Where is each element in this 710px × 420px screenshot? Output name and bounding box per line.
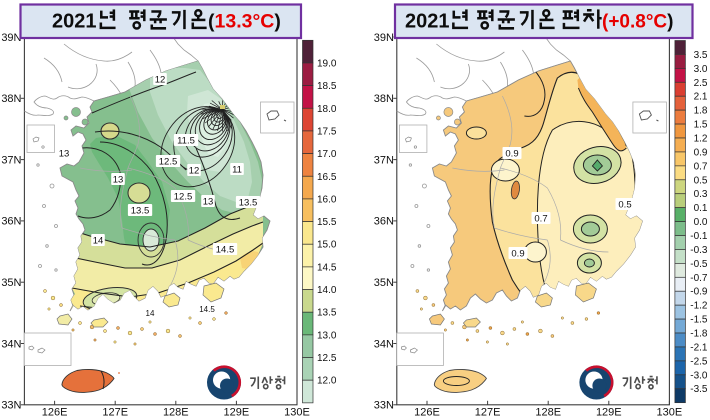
- svg-text:12.5: 12.5: [317, 353, 337, 364]
- svg-text:36N: 36N: [1, 216, 21, 228]
- svg-text:35N: 35N: [1, 277, 21, 289]
- svg-text:36N: 36N: [374, 216, 394, 228]
- svg-text:-1.2: -1.2: [690, 301, 708, 312]
- svg-text:16.5: 16.5: [317, 172, 337, 183]
- svg-text:1.8: 1.8: [694, 106, 708, 117]
- svg-text:127E: 127E: [102, 407, 128, 419]
- svg-text:37N: 37N: [1, 154, 21, 166]
- svg-text:33N: 33N: [1, 400, 21, 412]
- svg-text:-1.8: -1.8: [690, 329, 708, 340]
- svg-text:15.0: 15.0: [317, 240, 337, 251]
- svg-text:2021: 2021: [405, 11, 450, 33]
- svg-text:16.0: 16.0: [317, 194, 337, 205]
- svg-text:11: 11: [232, 164, 242, 175]
- svg-text:11.5: 11.5: [177, 135, 195, 146]
- svg-text:-0.3: -0.3: [690, 245, 708, 256]
- svg-text:-3.5: -3.5: [690, 384, 708, 395]
- svg-text:34N: 34N: [1, 338, 21, 350]
- svg-text:-0.7: -0.7: [690, 273, 708, 284]
- svg-text:3.5: 3.5: [694, 50, 708, 61]
- svg-text:0.5: 0.5: [694, 175, 708, 186]
- svg-text:14: 14: [93, 235, 104, 246]
- svg-text:14: 14: [146, 309, 155, 318]
- svg-text:1.5: 1.5: [694, 120, 708, 131]
- svg-text:0.9: 0.9: [505, 148, 518, 159]
- svg-text:0.0: 0.0: [694, 217, 708, 228]
- svg-text:13: 13: [113, 174, 124, 185]
- svg-text:0.7: 0.7: [534, 213, 547, 224]
- svg-text:-2.1: -2.1: [690, 343, 708, 354]
- svg-text:128E: 128E: [163, 407, 189, 419]
- svg-text:19.0: 19.0: [317, 59, 337, 70]
- svg-text:(13.3°C): (13.3°C): [208, 11, 281, 33]
- svg-text:18.5: 18.5: [317, 81, 337, 92]
- svg-text:15.5: 15.5: [317, 217, 337, 228]
- svg-text:-3.0: -3.0: [690, 370, 708, 381]
- svg-text:0.9: 0.9: [694, 147, 708, 158]
- svg-text:126E: 126E: [414, 407, 440, 419]
- svg-text:13.0: 13.0: [317, 330, 337, 341]
- svg-text:38N: 38N: [374, 93, 394, 105]
- svg-text:39N: 39N: [1, 32, 21, 44]
- svg-text:13.5: 13.5: [131, 205, 150, 216]
- svg-text:13.5: 13.5: [239, 197, 258, 208]
- svg-text:13: 13: [59, 148, 70, 159]
- svg-text:14.5: 14.5: [317, 262, 337, 273]
- svg-text:37N: 37N: [374, 154, 394, 166]
- svg-text:14.5: 14.5: [199, 305, 215, 314]
- svg-text:12: 12: [155, 74, 166, 85]
- svg-text:130E: 130E: [657, 407, 683, 419]
- svg-text:39N: 39N: [374, 32, 394, 44]
- svg-text:129E: 129E: [596, 407, 622, 419]
- svg-text:(+0.8°C): (+0.8°C): [602, 12, 673, 33]
- svg-text:128E: 128E: [535, 407, 561, 419]
- svg-text:1.2: 1.2: [694, 134, 708, 145]
- svg-text:17.0: 17.0: [317, 149, 337, 160]
- svg-text:127E: 127E: [475, 407, 501, 419]
- svg-text:-1.5: -1.5: [690, 315, 708, 326]
- svg-text:2.5: 2.5: [694, 78, 708, 89]
- svg-text:34N: 34N: [374, 338, 394, 350]
- svg-text:0.3: 0.3: [694, 189, 708, 200]
- svg-text:14.0: 14.0: [317, 285, 337, 296]
- svg-text:2.1: 2.1: [694, 92, 708, 103]
- svg-text:0.5: 0.5: [618, 199, 631, 210]
- svg-text:14.5: 14.5: [216, 244, 235, 255]
- svg-text:0.7: 0.7: [694, 161, 708, 172]
- svg-text:12.5: 12.5: [159, 156, 178, 167]
- svg-text:-0.1: -0.1: [690, 231, 708, 242]
- svg-text:0.1: 0.1: [694, 203, 708, 214]
- svg-text:12.0: 12.0: [317, 376, 337, 387]
- svg-text:130E: 130E: [284, 407, 310, 419]
- svg-text:0.9: 0.9: [511, 248, 524, 259]
- svg-text:-0.9: -0.9: [690, 287, 708, 298]
- svg-text:35N: 35N: [374, 277, 394, 289]
- svg-text:13: 13: [203, 196, 214, 207]
- svg-text:33N: 33N: [374, 400, 394, 412]
- svg-text:12.5: 12.5: [174, 191, 193, 202]
- svg-text:13.5: 13.5: [317, 308, 337, 319]
- svg-text:-2.5: -2.5: [690, 356, 708, 367]
- svg-text:12: 12: [189, 165, 200, 176]
- svg-text:17.5: 17.5: [317, 126, 337, 137]
- svg-text:3.0: 3.0: [694, 64, 708, 75]
- svg-text:38N: 38N: [1, 93, 21, 105]
- svg-text:126E: 126E: [42, 407, 68, 419]
- svg-text:18.0: 18.0: [317, 104, 337, 115]
- svg-text:-0.5: -0.5: [690, 259, 708, 270]
- svg-text:2021: 2021: [52, 11, 97, 33]
- svg-text:129E: 129E: [224, 407, 250, 419]
